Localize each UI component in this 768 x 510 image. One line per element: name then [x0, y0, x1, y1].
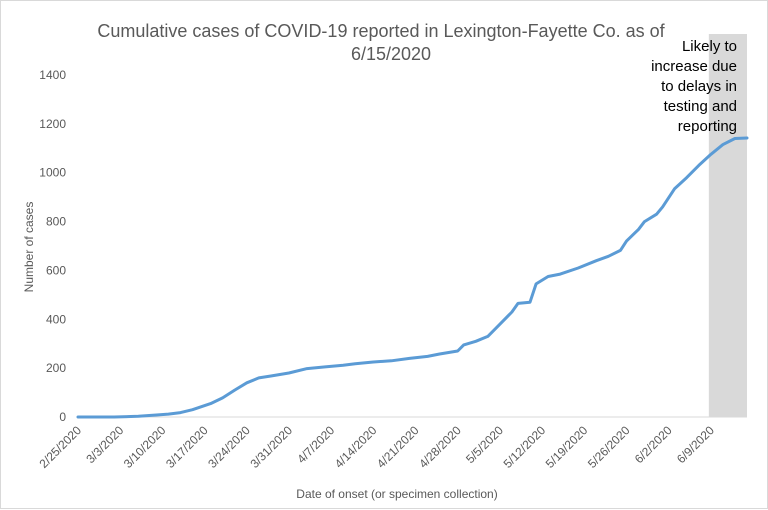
x-tick-label: 4/14/2020	[332, 423, 380, 471]
y-tick-label: 600	[46, 263, 66, 277]
annotation-line: reporting	[678, 118, 737, 135]
x-tick-label: 4/7/2020	[294, 423, 337, 466]
y-tick-label: 1000	[39, 166, 66, 180]
x-tick-label: 2/25/2020	[36, 423, 84, 471]
x-tick-label: 6/2/2020	[632, 423, 675, 466]
x-tick-label: 5/12/2020	[501, 423, 549, 471]
annotation-line: Likely to	[682, 38, 737, 55]
y-tick-label: 200	[46, 361, 66, 375]
chart-title-line-1: Cumulative cases of COVID-19 reported in…	[97, 21, 665, 41]
x-tick-label: 5/26/2020	[585, 423, 633, 471]
x-tick-label: 4/28/2020	[416, 423, 464, 471]
x-tick-label: 6/9/2020	[674, 423, 717, 466]
annotation-line: increase due	[651, 58, 737, 75]
y-tick-label: 1400	[39, 68, 66, 82]
y-tick-label: 800	[46, 215, 66, 229]
y-tick-label: 400	[46, 312, 66, 326]
incomplete-data-shade	[708, 34, 747, 417]
chart-title-line-2: 6/15/2020	[351, 44, 431, 64]
y-tick-label: 1200	[39, 117, 66, 131]
x-tick-label: 3/3/2020	[83, 423, 126, 466]
x-tick-label: 5/19/2020	[543, 423, 591, 471]
x-tick-label: 5/5/2020	[463, 423, 506, 466]
annotation-line: to delays in	[661, 78, 737, 95]
x-tick-label: 4/21/2020	[374, 423, 422, 471]
x-tick-label: 3/31/2020	[247, 423, 295, 471]
y-axis-label: Number of cases	[22, 202, 36, 293]
x-tick-label: 3/17/2020	[163, 423, 211, 471]
x-axis-label: Date of onset (or specimen collection)	[296, 487, 497, 501]
y-tick-label: 0	[59, 410, 66, 424]
x-tick-label: 3/24/2020	[205, 423, 253, 471]
x-tick-label: 3/10/2020	[121, 423, 169, 471]
annotation-line: testing and	[664, 98, 737, 115]
cases-series-line	[76, 136, 749, 419]
